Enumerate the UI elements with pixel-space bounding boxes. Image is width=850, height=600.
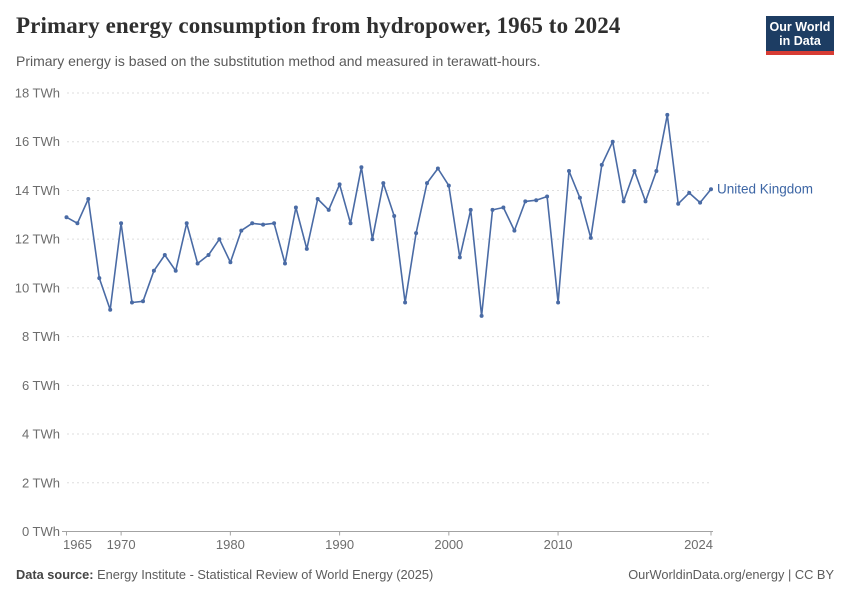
data-point[interactable] bbox=[108, 307, 113, 312]
data-point[interactable] bbox=[293, 205, 298, 210]
data-point[interactable] bbox=[195, 261, 200, 266]
y-axis-tick-label: 18 TWh bbox=[15, 86, 60, 101]
data-point[interactable] bbox=[610, 139, 615, 144]
data-point[interactable] bbox=[184, 221, 189, 226]
data-point[interactable] bbox=[392, 214, 397, 218]
data-point[interactable] bbox=[239, 228, 244, 233]
data-point[interactable] bbox=[370, 237, 375, 242]
data-point[interactable] bbox=[654, 169, 659, 173]
data-point[interactable] bbox=[501, 205, 506, 210]
data-point[interactable] bbox=[490, 207, 495, 212]
data-point[interactable] bbox=[97, 276, 102, 281]
data-point[interactable] bbox=[512, 228, 517, 233]
chart-subtitle: Primary energy is based on the substitut… bbox=[16, 53, 541, 69]
data-point[interactable] bbox=[217, 237, 222, 242]
data-point[interactable] bbox=[698, 200, 703, 205]
y-axis-tick-label: 4 TWh bbox=[22, 427, 60, 442]
y-axis-tick-label: 16 TWh bbox=[15, 134, 60, 149]
data-point[interactable] bbox=[479, 313, 484, 318]
data-point[interactable] bbox=[206, 253, 211, 257]
data-point[interactable] bbox=[283, 261, 287, 266]
data-point[interactable] bbox=[567, 169, 571, 173]
data-point[interactable] bbox=[588, 235, 593, 240]
data-point[interactable] bbox=[381, 181, 386, 186]
chart-footer: Data source: Energy Institute - Statisti… bbox=[16, 567, 834, 582]
data-point[interactable] bbox=[151, 268, 156, 273]
data-source-text: Energy Institute - Statistical Review of… bbox=[97, 567, 434, 582]
credit-link[interactable]: OurWorldinData.org/energy | CC BY bbox=[628, 567, 834, 582]
data-point[interactable] bbox=[119, 221, 124, 226]
data-point[interactable] bbox=[446, 183, 451, 188]
data-point[interactable] bbox=[315, 197, 320, 201]
data-point[interactable] bbox=[162, 253, 167, 257]
y-axis-tick-label: 14 TWh bbox=[15, 183, 60, 198]
data-point[interactable] bbox=[577, 195, 582, 200]
data-point[interactable] bbox=[632, 169, 637, 173]
x-axis-tick-label: 1970 bbox=[107, 537, 136, 552]
data-point[interactable] bbox=[75, 221, 80, 226]
data-point[interactable] bbox=[687, 190, 692, 195]
data-point[interactable] bbox=[643, 199, 648, 204]
data-point[interactable] bbox=[435, 166, 440, 171]
data-point[interactable] bbox=[665, 112, 670, 117]
data-source: Data source: Energy Institute - Statisti… bbox=[16, 567, 433, 582]
data-source-label: Data source: bbox=[16, 567, 94, 582]
data-point[interactable] bbox=[261, 222, 266, 227]
data-point[interactable] bbox=[141, 299, 145, 304]
data-point[interactable] bbox=[676, 201, 681, 206]
data-point[interactable] bbox=[709, 187, 713, 192]
data-point[interactable] bbox=[304, 246, 309, 251]
data-point[interactable] bbox=[468, 207, 473, 212]
data-point[interactable] bbox=[556, 300, 561, 305]
x-axis-tick-label: 2024 bbox=[684, 537, 713, 552]
data-point[interactable] bbox=[359, 165, 364, 170]
data-point[interactable] bbox=[414, 231, 419, 236]
owid-logo-line2: in Data bbox=[779, 34, 821, 48]
data-point[interactable] bbox=[130, 300, 134, 305]
data-point[interactable] bbox=[523, 199, 528, 204]
data-point[interactable] bbox=[173, 268, 178, 273]
series-label-united-kingdom[interactable]: United Kingdom bbox=[717, 182, 813, 197]
data-point[interactable] bbox=[337, 182, 342, 187]
data-point[interactable] bbox=[86, 197, 91, 201]
data-point[interactable] bbox=[599, 162, 604, 167]
data-point[interactable] bbox=[545, 194, 550, 199]
x-axis-tick-label: 1965 bbox=[63, 537, 92, 552]
data-point[interactable] bbox=[425, 181, 429, 186]
y-axis-tick-label: 10 TWh bbox=[15, 280, 60, 295]
y-axis-tick-label: 0 TWh bbox=[22, 524, 60, 539]
data-point[interactable] bbox=[621, 199, 626, 204]
data-point[interactable] bbox=[250, 221, 255, 226]
y-axis-tick-label: 2 TWh bbox=[22, 475, 60, 490]
data-point[interactable] bbox=[457, 255, 462, 260]
data-point[interactable] bbox=[348, 221, 353, 226]
y-axis-tick-label: 6 TWh bbox=[22, 378, 60, 393]
page-title: Primary energy consumption from hydropow… bbox=[16, 13, 621, 38]
data-point[interactable] bbox=[228, 260, 233, 265]
owid-logo-line1: Our World bbox=[769, 20, 831, 34]
data-point[interactable] bbox=[534, 198, 539, 203]
owid-logo[interactable]: Our World in Data bbox=[766, 16, 834, 55]
data-point[interactable] bbox=[326, 207, 331, 212]
x-axis-tick-label: 2010 bbox=[544, 537, 573, 552]
x-axis-tick-label: 1990 bbox=[325, 537, 354, 552]
data-point[interactable] bbox=[272, 221, 277, 226]
line-series-united-kingdom[interactable] bbox=[65, 114, 712, 317]
y-axis-tick-label: 12 TWh bbox=[15, 232, 60, 247]
y-axis-tick-label: 8 TWh bbox=[22, 329, 60, 344]
data-point[interactable] bbox=[403, 300, 408, 305]
x-axis-tick-label: 1980 bbox=[216, 537, 245, 552]
data-point[interactable] bbox=[64, 215, 69, 220]
x-axis-tick-label: 2000 bbox=[434, 537, 463, 552]
